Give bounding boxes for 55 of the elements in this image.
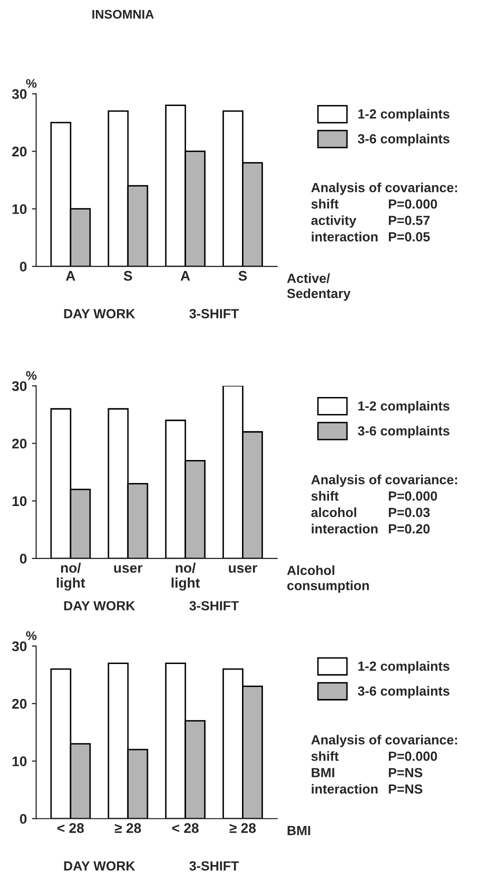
y-tick-label: 10: [12, 756, 27, 766]
y-tick-label: 10: [12, 204, 27, 214]
x-tick-label: A: [180, 271, 190, 281]
legend-label: 1-2 complaints: [358, 400, 450, 414]
x-axis-title: Active/ Sedentary: [287, 273, 351, 301]
legend-label: 3-6 complaints: [358, 686, 450, 698]
text: 1-2 complaints: [358, 661, 450, 674]
text: shift P=0.000: [311, 751, 437, 761]
y-tick-label: 30: [12, 381, 27, 392]
x-tick-label: user: [114, 565, 142, 573]
y-tick-label: 20: [12, 438, 27, 449]
text: DAY WORK: [64, 309, 136, 318]
y-axis-title: %: [26, 79, 37, 88]
y-tick-label: 30: [12, 641, 27, 652]
legend-label: 3-6 complaints: [358, 134, 450, 146]
y-tick-label: 0: [20, 262, 27, 272]
x-axis-title: BMI: [288, 826, 310, 836]
text: interaction P=NS: [312, 784, 422, 794]
legend-label: 3-6 complaints: [358, 426, 450, 438]
text: shift P=0.000: [311, 491, 437, 501]
text: alcohol P=0.03: [311, 507, 430, 518]
text: 3-SHIFT: [189, 861, 239, 871]
text: interaction P=0.05: [312, 232, 430, 242]
y-axis-title: %: [26, 371, 37, 380]
text: Analysis of covariance:: [311, 474, 458, 487]
text: interaction P=0.20: [312, 524, 430, 534]
x-tick-label: no/ light: [56, 562, 86, 591]
chart-title: INSOMNIA: [92, 10, 154, 19]
text: Analysis of covariance:: [311, 734, 458, 748]
text: activity P=0.57: [311, 215, 430, 228]
y-tick-label: 30: [12, 89, 27, 99]
x-tick-label: no/ light: [172, 562, 200, 591]
y-tick-label: 20: [12, 146, 27, 157]
y-axis-title: %: [26, 631, 37, 640]
text: 3-SHIFT: [189, 309, 239, 318]
y-tick-label: 20: [12, 698, 27, 709]
text: Analysis of covariance:: [311, 182, 458, 195]
legend-label: 1-2 complaints: [358, 108, 450, 122]
x-tick-label: S: [238, 270, 247, 281]
x-tick-label: ≥ 28: [114, 823, 141, 833]
x-tick-label: < 28: [57, 823, 84, 833]
text: BMI P=NS: [312, 768, 422, 778]
x-tick-label: < 28: [172, 823, 199, 833]
x-tick-label: S: [124, 270, 132, 281]
y-tick-label: 10: [12, 496, 27, 506]
text: DAY WORK: [64, 861, 136, 871]
x-tick-label: ≥ 28: [230, 823, 256, 833]
x-tick-label: A: [66, 271, 76, 281]
text: shift P=0.000: [311, 198, 437, 209]
x-axis-title: Alcohol consumption: [287, 565, 369, 593]
text: DAY WORK: [64, 601, 136, 610]
x-tick-label: user: [228, 565, 258, 573]
y-tick-label: 0: [20, 554, 27, 564]
text: 3-SHIFT: [189, 601, 239, 610]
y-tick-label: 0: [20, 814, 27, 824]
